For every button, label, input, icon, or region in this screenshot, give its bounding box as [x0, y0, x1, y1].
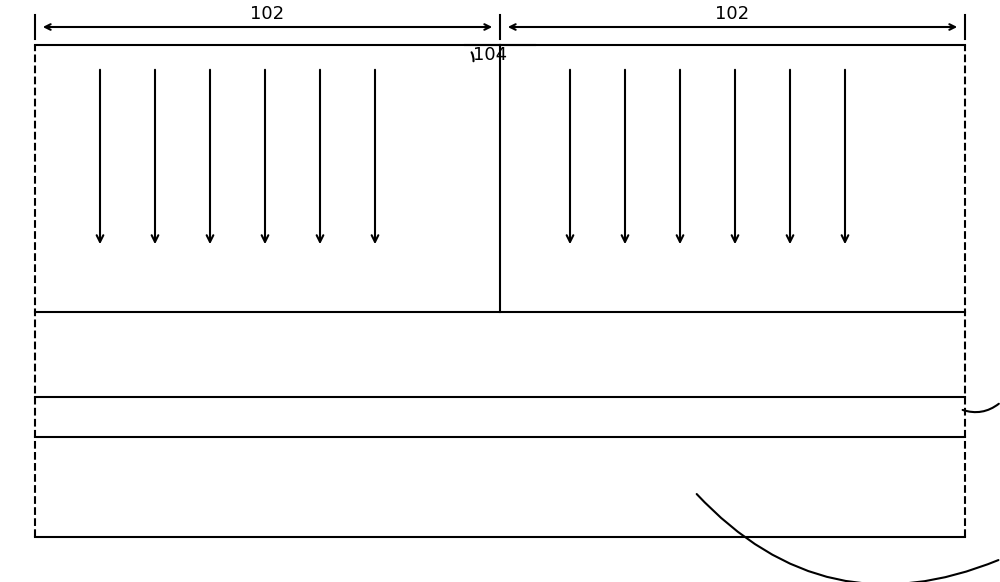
Bar	[35, 437, 965, 537]
Text: 102: 102	[715, 5, 750, 23]
Text: 102: 102	[250, 5, 285, 23]
Bar	[500, 312, 965, 397]
Bar	[500, 397, 965, 437]
Bar	[35, 397, 500, 437]
Text: 104: 104	[473, 46, 507, 64]
Bar	[35, 312, 500, 397]
